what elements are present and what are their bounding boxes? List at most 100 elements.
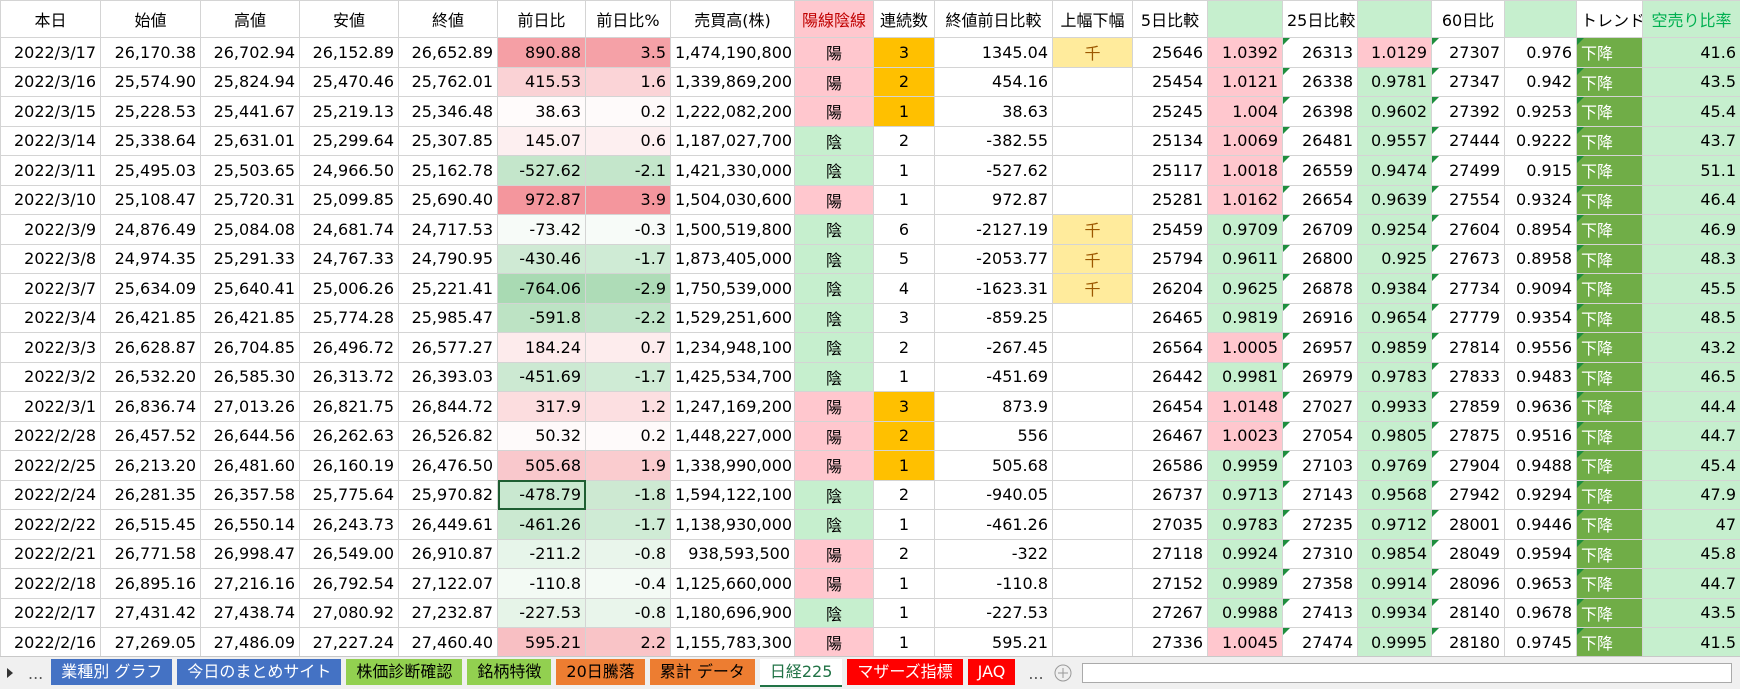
add-sheet[interactable] — [1052, 662, 1074, 684]
cell: 0.9959 — [1208, 451, 1283, 481]
cell: 1.0045 — [1208, 628, 1283, 657]
cell: 41.5 — [1643, 628, 1740, 657]
cell: 41.6 — [1643, 38, 1740, 68]
cell: -859.25 — [935, 303, 1053, 333]
column-header: 5日比較 — [1133, 1, 1208, 38]
cell: 25281 — [1133, 185, 1208, 215]
cell: 47 — [1643, 510, 1740, 540]
sheet-tab[interactable]: 20日騰落 — [556, 659, 644, 685]
cell: 972.87 — [935, 185, 1053, 215]
cell: 25,346.48 — [399, 97, 498, 127]
sheet-tab[interactable]: 業種別 グラフ — [51, 659, 172, 685]
cell: 938,593,500 — [671, 539, 795, 569]
cell: 27,216.16 — [201, 569, 300, 599]
horizontal-scrollbar[interactable] — [1082, 663, 1732, 683]
cell: 0.9636 — [1505, 392, 1577, 422]
cell: 陽 — [795, 67, 874, 97]
cell: 下降 — [1577, 598, 1643, 628]
sheet-tab[interactable]: 日経225 — [760, 659, 843, 687]
cell: 27474 — [1283, 628, 1358, 657]
cell: 44.7 — [1643, 421, 1740, 451]
cell: 26,532.20 — [101, 362, 201, 392]
cell: 1,180,696,900 — [671, 598, 795, 628]
cell: 27027 — [1283, 392, 1358, 422]
cell: 27779 — [1432, 303, 1505, 333]
cell: 1.0005 — [1208, 333, 1283, 363]
cell: 1,138,930,000 — [671, 510, 795, 540]
cell: 2022/3/9 — [1, 215, 101, 245]
cell: 0.9557 — [1358, 126, 1432, 156]
cell: 陰 — [795, 126, 874, 156]
cell: 27,013.26 — [201, 392, 300, 422]
cell: 26,496.72 — [300, 333, 399, 363]
sheet-tab[interactable]: 銘柄特徴 — [467, 659, 551, 685]
cell: 1,594,122,100 — [671, 480, 795, 510]
cell: 27310 — [1283, 539, 1358, 569]
cell: 26,281.35 — [101, 480, 201, 510]
more-tabs-right[interactable]: ... — [1020, 664, 1051, 683]
column-header: 前日比 — [498, 1, 586, 38]
cell: 下降 — [1577, 392, 1643, 422]
cell: 5 — [874, 244, 935, 274]
cell: 25,108.47 — [101, 185, 201, 215]
cell: 下降 — [1577, 67, 1643, 97]
more-tabs-left[interactable]: ... — [20, 664, 51, 683]
cell: 下降 — [1577, 628, 1643, 657]
column-header: 25日比較 — [1283, 1, 1358, 38]
cell: 3.5 — [586, 38, 671, 68]
cell: 38.63 — [935, 97, 1053, 127]
scroll-left[interactable] — [0, 663, 20, 683]
column-header: トレンド — [1577, 1, 1643, 38]
cell: 0.9783 — [1358, 362, 1432, 392]
cell: -764.06 — [498, 274, 586, 304]
cell: 下降 — [1577, 244, 1643, 274]
sheet-tab[interactable]: 株価診断確認 — [346, 659, 462, 685]
cell: 陰 — [795, 303, 874, 333]
sheet-tab[interactable]: マザーズ指標 — [847, 659, 962, 685]
cell: -110.8 — [935, 569, 1053, 599]
cell: 0.9934 — [1358, 598, 1432, 628]
sheet-tab[interactable]: 今日のまとめサイト — [177, 659, 341, 685]
cell: -227.53 — [935, 598, 1053, 628]
cell: -1.7 — [586, 244, 671, 274]
cell: 27604 — [1432, 215, 1505, 245]
sheet-tab[interactable]: 累計 データ — [650, 659, 755, 685]
cell: -2053.77 — [935, 244, 1053, 274]
cell: 25,307.85 — [399, 126, 498, 156]
cell: 1 — [874, 156, 935, 186]
cell: 0.915 — [1505, 156, 1577, 186]
cell — [1053, 392, 1133, 422]
column-header: 本日 — [1, 1, 101, 38]
cell: 3.9 — [586, 185, 671, 215]
cell: 2022/3/3 — [1, 333, 101, 363]
cell: 0.9594 — [1505, 539, 1577, 569]
cell: 陰 — [795, 215, 874, 245]
cell: 26467 — [1133, 421, 1208, 451]
cell: 0.9611 — [1208, 244, 1283, 274]
cell: 下降 — [1577, 510, 1643, 540]
cell: 1,448,227,000 — [671, 421, 795, 451]
cell — [1053, 185, 1133, 215]
cell — [1053, 510, 1133, 540]
cell: 0.9988 — [1208, 598, 1283, 628]
cell: 0.9254 — [1358, 215, 1432, 245]
cell: 0.9859 — [1358, 333, 1432, 363]
cell: 28140 — [1432, 598, 1505, 628]
cell — [1053, 569, 1133, 599]
column-header: 終値 — [399, 1, 498, 38]
cell: 2022/2/28 — [1, 421, 101, 451]
cell: 2022/2/24 — [1, 480, 101, 510]
grid: 本日始値高値安値終値前日比前日比%売買高(株)陽線陰線連続数終値前日比較上幅下幅… — [0, 0, 1740, 656]
cell: 26,262.63 — [300, 421, 399, 451]
cell: 25,970.82 — [399, 480, 498, 510]
cell: 2022/3/17 — [1, 38, 101, 68]
sheet-tab[interactable]: JAQ — [968, 659, 1016, 685]
column-header: 上幅下幅 — [1053, 1, 1133, 38]
cell: 陽 — [795, 539, 874, 569]
